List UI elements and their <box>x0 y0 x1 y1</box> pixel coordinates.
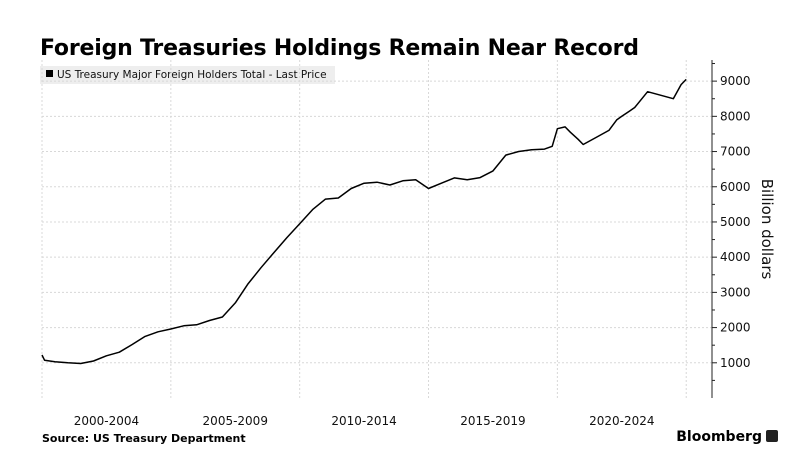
bloomberg-logo: Bloomberg <box>676 429 778 445</box>
y-tick-label: 5000 <box>720 215 751 229</box>
x-tick-label: 2005-2009 <box>203 414 268 428</box>
x-tick-label: 2000-2004 <box>74 414 139 428</box>
terminal-icon <box>766 430 778 442</box>
y-tick-label: 7000 <box>720 145 751 159</box>
series-line <box>41 78 687 365</box>
x-tick-label: 2015-2019 <box>460 414 525 428</box>
y-tick-label: 3000 <box>720 285 751 299</box>
legend: US Treasury Major Foreign Holders Total … <box>40 66 335 84</box>
source-note: Source: US Treasury Department <box>42 432 246 445</box>
y-tick-label: 4000 <box>720 250 751 264</box>
x-tick-label: 2010-2014 <box>331 414 396 428</box>
y-tick-label: 6000 <box>720 180 751 194</box>
y-tick-label: 9000 <box>720 74 751 88</box>
brand-name: Bloomberg <box>676 429 762 445</box>
legend-swatch <box>46 70 53 77</box>
x-tick-label: 2020-2024 <box>589 414 654 428</box>
chart-title: Foreign Treasuries Holdings Remain Near … <box>40 36 639 61</box>
legend-label: US Treasury Major Foreign Holders Total … <box>57 69 327 81</box>
y-tick-label: 1000 <box>720 356 751 370</box>
y-tick-label: 2000 <box>720 321 751 335</box>
y-axis-title: Billion dollars <box>758 179 776 280</box>
y-tick-label: 8000 <box>720 109 751 123</box>
